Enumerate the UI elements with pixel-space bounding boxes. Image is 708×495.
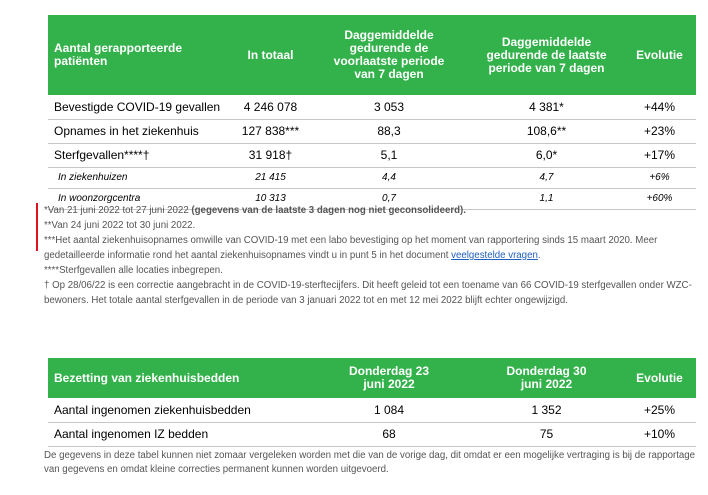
change-marker-bar [36,203,38,251]
cell-last: 4,7 [470,167,623,189]
footnote-2: **Van 24 juni 2022 tot 30 juni 2022. [44,220,196,231]
footnote-5: † Op 28/06/22 is een correctie aangebrac… [44,280,692,306]
cell-total: 127 838*** [233,119,308,144]
footnote-1-bold: (gegevens van de laatste 3 dagen nog nie… [191,205,466,216]
cell-date-2: 75 [470,422,623,447]
footnote-3: ***Het aantal ziekenhuisopnames omwille … [44,235,658,261]
cell-last: 4 381* [470,95,623,120]
cell-total: 31 918† [233,143,308,168]
cell-total: 10 313 [233,188,308,210]
footnote-1: *Van 21 juni 2022 tot 27 juni 2022 (gege… [44,205,466,216]
table-row: In ziekenhuizen 21 415 4,4 4,7 +6% [48,167,696,189]
cell-date-2: 1 352 [470,398,623,423]
cell-prev: 88,3 [308,119,470,144]
cell-prev: 5,1 [308,143,470,168]
cell-evolution: +6% [623,167,696,189]
cell-prev: 4,4 [308,167,470,189]
cell-evolution: +10% [623,422,696,447]
cell-total: 4 246 078 [233,95,308,120]
row-label: Aantal ingenomen IZ bedden [48,422,308,447]
header-date-2: Donderdag 30 juni 2022 [470,358,623,398]
row-label: Sterfgevallen****† [48,143,233,168]
cell-evolution: +60% [623,188,696,210]
table-row: Bevestigde COVID-19 gevallen 4 246 078 3… [48,95,696,120]
table-row: Opnames in het ziekenhuis 127 838*** 88,… [48,119,696,144]
table-header-row: Bezetting van ziekenhuisbedden Donderdag… [48,358,696,398]
cell-evolution: +23% [623,119,696,144]
cell-evolution: +44% [623,95,696,120]
table-row: Aantal ingenomen ziekenhuisbedden 1 084 … [48,398,696,423]
header-evolution: Evolutie [623,15,696,95]
cell-evolution: +17% [623,143,696,168]
patients-table: Aantal gerapporteerde patiënten In totaa… [48,15,696,210]
cell-prev: 0,7 [308,188,470,210]
beds-table: Bezetting van ziekenhuisbedden Donderdag… [48,358,696,447]
header-prev-period: Daggemiddelde gedurende de voorlaatste p… [308,15,470,95]
table-row: Sterfgevallen****† 31 918† 5,1 6,0* +17% [48,143,696,168]
footnote-4: ****Sterfgevallen alle locaties inbegrep… [44,265,223,276]
header-patients: Aantal gerapporteerde patiënten [48,15,233,95]
row-label: In woonzorgcentra [48,188,233,210]
row-label: Bevestigde COVID-19 gevallen [48,95,233,120]
header-beds: Bezetting van ziekenhuisbedden [48,358,308,398]
row-label: In ziekenhuizen [48,167,233,189]
table-header-row: Aantal gerapporteerde patiënten In totaa… [48,15,696,95]
footnotes: *Van 21 juni 2022 tot 27 juni 2022 (gege… [44,203,699,308]
cell-last: 108,6** [470,119,623,144]
header-last-period: Daggemiddelde gedurende de laatste perio… [470,15,623,95]
cell-total: 21 415 [233,167,308,189]
table-row: Aantal ingenomen IZ bedden 68 75 +10% [48,422,696,447]
header-total: In totaal [233,15,308,95]
header-date-1: Donderdag 23 juni 2022 [308,358,470,398]
cell-prev: 3 053 [308,95,470,120]
faq-link[interactable]: veelgestelde vragen [451,250,538,261]
cell-evolution: +25% [623,398,696,423]
row-label: Aantal ingenomen ziekenhuisbedden [48,398,308,423]
cell-last: 6,0* [470,143,623,168]
table-row: In woonzorgcentra 10 313 0,7 1,1 +60% [48,188,696,210]
header-evolution: Evolutie [623,358,696,398]
cell-date-1: 1 084 [308,398,470,423]
cell-date-1: 68 [308,422,470,447]
cell-last: 1,1 [470,188,623,210]
row-label: Opnames in het ziekenhuis [48,119,233,144]
disclaimer: De gegevens in deze tabel kunnen niet zo… [44,450,696,475]
